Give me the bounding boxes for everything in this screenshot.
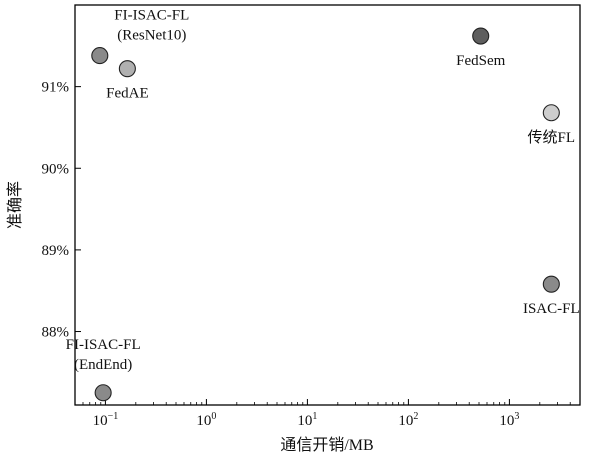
data-point <box>472 27 490 45</box>
axis-ticks: 10−1 100 101 102 103 88% 89% 90% 91% <box>42 80 571 429</box>
point-label: FedSem <box>456 53 506 69</box>
point-label: (ResNet10) <box>117 28 186 44</box>
x-tick-label: 103 <box>499 411 519 429</box>
y-tick-label: 89% <box>42 243 70 259</box>
point-label: FI-ISAC-FL <box>66 337 141 353</box>
point-label: ISAC-FL <box>523 301 580 317</box>
y-tick-label: 88% <box>42 325 70 341</box>
x-tick-label: 102 <box>398 411 418 429</box>
point-label: (EndEnd) <box>74 357 132 373</box>
y-tick-label: 90% <box>42 161 70 177</box>
x-tick-label: 10−1 <box>93 411 119 429</box>
data-point <box>91 47 109 65</box>
x-tick-label: 100 <box>196 411 216 429</box>
y-tick-label: 91% <box>42 80 70 96</box>
data-point <box>542 104 560 122</box>
point-label: 传统FL <box>528 129 576 146</box>
data-point <box>542 275 560 293</box>
data-point <box>118 60 136 78</box>
y-axis-label: 准确率 <box>6 181 24 229</box>
point-label: FI-ISAC-FL <box>114 8 189 24</box>
plot-frame <box>74 4 581 406</box>
x-tick-label: 101 <box>297 411 317 429</box>
point-label: FedAE <box>106 86 149 102</box>
data-point <box>94 384 112 402</box>
data-points: FI-ISAC-FL (ResNet10) FedAE FedSem 传统FL ISAC-… <box>66 8 580 402</box>
x-axis-label: 通信开销/MB <box>280 436 373 454</box>
